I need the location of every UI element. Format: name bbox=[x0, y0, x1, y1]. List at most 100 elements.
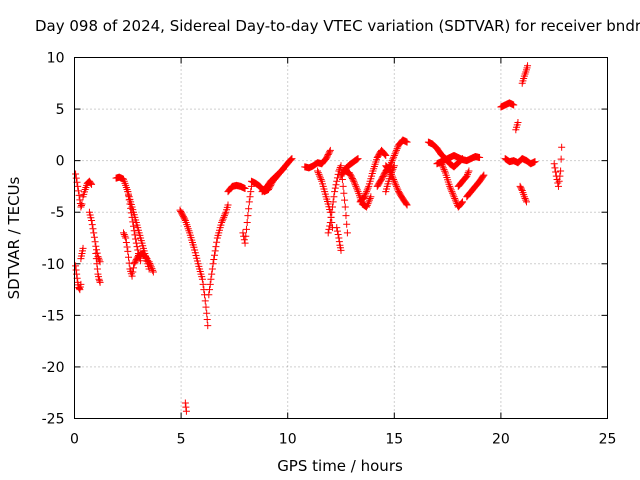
data-point bbox=[381, 151, 389, 159]
data-point bbox=[363, 186, 371, 194]
data-point bbox=[520, 193, 528, 201]
data-point bbox=[391, 179, 399, 187]
data-point bbox=[353, 156, 361, 164]
data-point bbox=[120, 231, 128, 239]
data-point bbox=[77, 280, 85, 288]
data-point bbox=[514, 118, 522, 126]
data-point bbox=[386, 172, 394, 180]
data-point bbox=[389, 165, 397, 173]
series-s38 bbox=[550, 143, 566, 190]
data-point bbox=[351, 179, 359, 187]
data-point bbox=[337, 246, 345, 254]
series-s03 bbox=[77, 244, 87, 263]
data-point bbox=[279, 166, 287, 174]
data-point bbox=[394, 186, 402, 194]
data-point bbox=[451, 194, 459, 202]
data-point bbox=[362, 189, 370, 197]
data-point bbox=[181, 399, 189, 407]
data-point bbox=[557, 167, 565, 175]
data-point bbox=[479, 172, 487, 180]
data-point bbox=[245, 198, 253, 206]
data-point bbox=[128, 272, 136, 280]
series-s12 bbox=[205, 201, 232, 299]
x-tick-label: 20 bbox=[492, 432, 510, 448]
x-tick-label: 25 bbox=[599, 432, 617, 448]
data-point bbox=[198, 275, 206, 283]
x-tick-label: 5 bbox=[177, 432, 186, 448]
data-point bbox=[239, 229, 247, 237]
data-point bbox=[326, 219, 334, 227]
data-point bbox=[72, 170, 80, 178]
data-point bbox=[366, 194, 374, 202]
data-point bbox=[92, 242, 100, 250]
y-tick-label: -25 bbox=[42, 412, 65, 428]
series-s18 bbox=[301, 146, 334, 172]
data-point bbox=[75, 191, 83, 199]
data-point bbox=[476, 154, 484, 162]
series-s37 bbox=[516, 182, 530, 206]
data-point bbox=[388, 167, 396, 175]
data-point bbox=[211, 251, 219, 259]
data-point bbox=[380, 150, 388, 158]
data-point bbox=[390, 153, 398, 161]
data-point bbox=[72, 266, 80, 274]
data-point bbox=[465, 167, 473, 175]
series-s27 bbox=[382, 162, 398, 196]
data-point bbox=[77, 203, 85, 211]
data-point bbox=[121, 232, 129, 240]
data-point bbox=[522, 196, 530, 204]
data-point bbox=[390, 176, 398, 184]
data-point bbox=[325, 225, 333, 233]
series-s01 bbox=[72, 170, 86, 211]
data-point bbox=[88, 216, 96, 224]
y-tick-label: -10 bbox=[42, 257, 65, 273]
data-point bbox=[288, 155, 296, 163]
data-point bbox=[387, 158, 395, 166]
data-point bbox=[446, 184, 454, 192]
data-point bbox=[278, 166, 286, 174]
data-point bbox=[132, 239, 140, 247]
data-point bbox=[148, 265, 156, 273]
data-point bbox=[331, 184, 339, 192]
data-point bbox=[205, 291, 213, 299]
data-point bbox=[510, 101, 518, 109]
data-point bbox=[209, 260, 217, 268]
x-axis-label: GPS time / hours bbox=[277, 457, 403, 475]
series-s14 bbox=[181, 399, 190, 415]
data-point bbox=[464, 169, 472, 177]
data-point bbox=[459, 198, 467, 206]
data-point bbox=[403, 138, 411, 146]
series-s10 bbox=[145, 258, 157, 276]
data-point bbox=[326, 222, 334, 230]
data-point bbox=[364, 184, 372, 192]
data-point bbox=[74, 187, 82, 195]
data-point bbox=[129, 264, 137, 272]
data-point bbox=[79, 244, 87, 252]
data-point bbox=[448, 188, 456, 196]
data-point bbox=[363, 201, 371, 209]
data-point bbox=[133, 243, 141, 251]
series-s02 bbox=[72, 262, 85, 294]
y-tick-label: 0 bbox=[56, 154, 65, 170]
data-point bbox=[213, 238, 221, 246]
data-point bbox=[390, 151, 398, 159]
data-point bbox=[437, 159, 445, 167]
data-point bbox=[449, 189, 457, 197]
data-point bbox=[126, 200, 134, 208]
data-point bbox=[87, 179, 95, 187]
series-s20 bbox=[324, 162, 351, 237]
series-s29 bbox=[433, 151, 484, 168]
data-point bbox=[555, 177, 563, 185]
data-point bbox=[129, 222, 137, 230]
data-point bbox=[554, 179, 562, 187]
data-point bbox=[241, 184, 249, 192]
data-point bbox=[125, 192, 133, 200]
data-point bbox=[336, 164, 344, 172]
data-point bbox=[558, 143, 566, 151]
data-point bbox=[147, 263, 155, 271]
data-point bbox=[392, 146, 400, 154]
series-s26 bbox=[373, 136, 411, 190]
data-point bbox=[130, 227, 138, 235]
data-point bbox=[343, 220, 351, 228]
data-point bbox=[340, 189, 348, 197]
